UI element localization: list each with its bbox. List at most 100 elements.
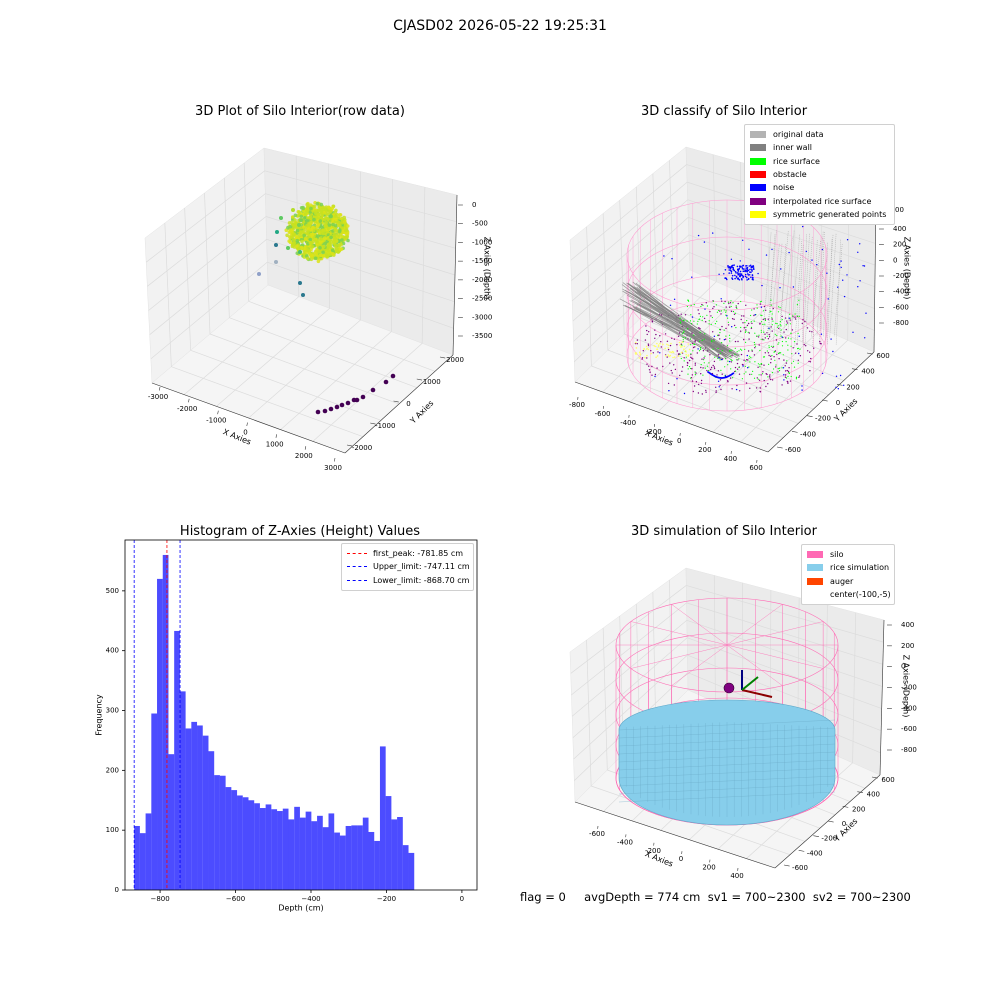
raw-x-tick-label: 2000 <box>295 452 313 460</box>
cls-point <box>673 338 676 340</box>
raw-plot-title: 3D Plot of Silo Interior(row data) <box>195 104 405 119</box>
cls-grid-line <box>607 349 799 424</box>
cls-point <box>789 319 791 321</box>
cls-y-tick-mark <box>866 352 873 355</box>
raw-point <box>324 254 329 259</box>
raw-point <box>315 216 319 220</box>
cls-point <box>781 315 783 318</box>
cls-grid-line <box>657 304 770 413</box>
cls-y-tick-label: -400 <box>800 430 816 438</box>
cls-point <box>739 330 742 332</box>
cls-point <box>808 360 810 363</box>
raw-point <box>330 206 335 211</box>
raw-point <box>288 229 293 234</box>
cls-point <box>646 357 648 359</box>
raw-point <box>309 247 313 252</box>
raw-point <box>309 257 314 262</box>
sim-x-tick-label: 400 <box>730 872 743 880</box>
raw-grid-line <box>243 162 250 302</box>
cls-y-tick-label: 200 <box>846 383 859 391</box>
cls-point <box>719 384 721 387</box>
raw-x-tick-mark <box>275 434 277 438</box>
cls-point <box>787 382 789 384</box>
cls-point <box>696 352 698 354</box>
cls-point <box>698 383 700 386</box>
raw-point <box>301 206 306 211</box>
cls-point <box>786 369 788 372</box>
legend-swatch <box>807 591 823 598</box>
raw-point <box>314 211 318 216</box>
cls-x-tick-label: 600 <box>749 464 762 472</box>
cls-point <box>710 368 712 371</box>
simulation-legend-item: rice simulation <box>807 561 889 574</box>
cls-y-tick-mark <box>836 384 843 386</box>
raw-point <box>315 224 320 229</box>
cls-point <box>748 338 750 340</box>
cls-grid-line <box>673 285 859 367</box>
cls-point <box>700 373 702 375</box>
raw-z-tick-label: -2000 <box>472 276 492 284</box>
cls-point <box>809 361 812 363</box>
cls-point <box>715 390 717 392</box>
raw-point <box>300 239 304 244</box>
cls-point <box>719 310 721 312</box>
cls-point <box>686 361 689 364</box>
cls-point <box>730 361 732 363</box>
sim-y-tick-mark <box>783 864 790 867</box>
cls-point <box>786 320 788 322</box>
cls-point <box>768 333 770 336</box>
histogram-legend: first_peak: -781.85 cm Upper_limit: -747.… <box>341 543 474 591</box>
classify-legend-item: interpolated rice surface <box>750 194 889 207</box>
cls-point <box>764 333 766 335</box>
legend-swatch <box>750 131 766 139</box>
cls-point <box>674 368 677 371</box>
cls-point <box>754 347 756 349</box>
cls-point <box>753 354 756 356</box>
cls-point <box>741 315 743 317</box>
cls-point <box>721 373 723 375</box>
cls-point <box>745 304 747 306</box>
raw-x-tick-label: 1000 <box>266 440 284 448</box>
cls-point <box>680 313 682 315</box>
cls-point <box>734 340 737 343</box>
raw-point <box>309 206 313 211</box>
cls-point <box>712 364 714 367</box>
raw-point <box>334 404 340 410</box>
raw-y-tick-mark <box>346 444 353 447</box>
cls-point <box>652 352 654 354</box>
raw-point <box>292 226 296 230</box>
sim-y-tick-mark <box>827 820 834 823</box>
cls-point <box>650 350 652 352</box>
raw-point <box>383 379 389 385</box>
cls-x-tick-label: 0 <box>677 437 681 445</box>
raw-point <box>334 246 338 250</box>
raw-point <box>317 208 321 213</box>
cls-point <box>648 369 651 371</box>
cls-grid-line <box>689 252 875 331</box>
cls-point <box>746 359 748 361</box>
cls-point <box>785 328 787 331</box>
raw-point <box>299 218 304 222</box>
cls-point <box>802 319 804 321</box>
raw-point <box>274 243 278 247</box>
raw-point <box>326 226 331 231</box>
cls-point <box>777 371 779 373</box>
cls-point <box>725 306 727 308</box>
raw-x-tick-mark <box>188 398 190 403</box>
sim-y-tick-mark <box>813 835 819 838</box>
raw-x-tick-mark <box>304 446 307 450</box>
cls-point <box>692 346 695 349</box>
cls-point <box>733 324 736 327</box>
cls-point <box>721 325 723 328</box>
cls-x-tick-label: -600 <box>595 410 611 418</box>
raw-point <box>360 394 366 400</box>
raw-point <box>308 241 313 245</box>
raw-point <box>296 247 301 251</box>
cls-grid-line <box>571 199 688 302</box>
raw-y-tick-label: -1000 <box>375 422 395 430</box>
cls-point <box>763 364 765 366</box>
raw-point <box>322 408 328 414</box>
cls-point <box>691 380 694 382</box>
cls-point <box>734 366 737 369</box>
